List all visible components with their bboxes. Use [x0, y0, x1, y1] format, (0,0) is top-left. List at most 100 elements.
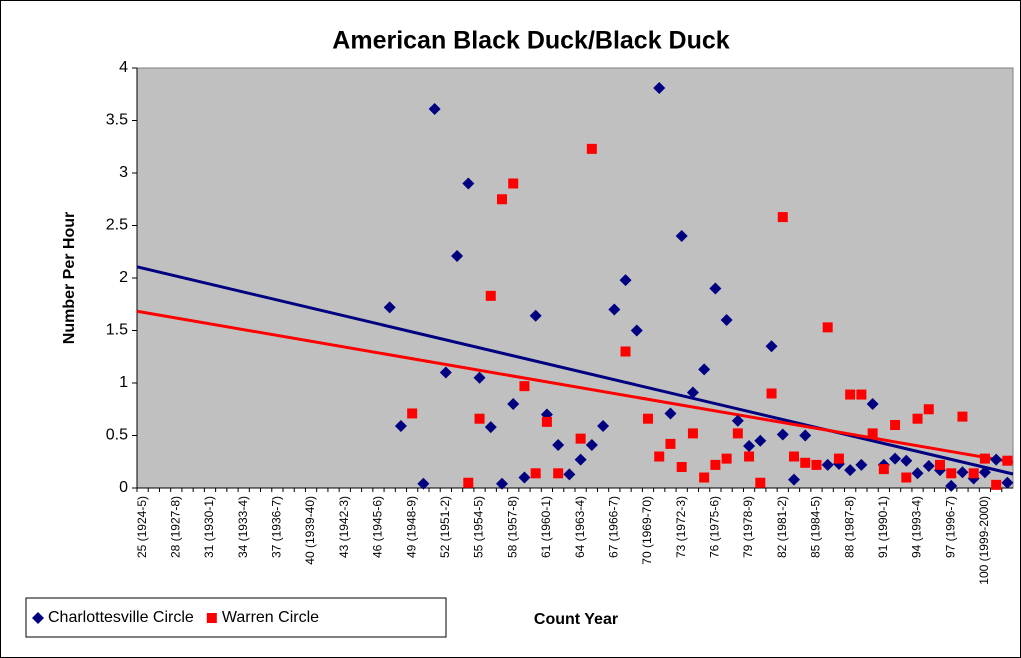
data-point	[530, 468, 541, 479]
x-tick-label: 82 (1981-2)	[775, 496, 789, 558]
data-point	[755, 477, 766, 488]
data-point	[586, 143, 597, 154]
data-point	[620, 346, 631, 357]
data-point	[777, 212, 788, 223]
data-point	[922, 459, 935, 472]
data-point	[844, 464, 857, 477]
data-point	[428, 102, 441, 115]
data-point	[439, 366, 452, 379]
data-point	[732, 428, 743, 439]
data-point	[462, 177, 475, 190]
x-tick-label: 40 (1939-40)	[303, 496, 317, 565]
x-tick-label: 88 (1987-8)	[842, 496, 856, 558]
data-point	[945, 479, 958, 492]
data-point	[845, 389, 856, 400]
x-tick-label: 64 (1963-4)	[573, 496, 587, 558]
x-tick-label: 46 (1945-6)	[371, 496, 385, 558]
data-point	[485, 290, 496, 301]
x-tick-label: 76 (1975-6)	[708, 496, 722, 558]
data-point	[821, 458, 834, 471]
data-point	[788, 473, 800, 486]
data-point	[507, 398, 520, 410]
legend-label: Charlottesville Circle	[48, 609, 194, 626]
data-point	[664, 407, 677, 420]
data-point	[519, 381, 530, 392]
data-point	[710, 459, 721, 470]
trendline	[136, 309, 1014, 464]
data-point	[686, 386, 699, 399]
data-point	[776, 428, 789, 441]
data-point	[978, 466, 991, 479]
data-point	[484, 421, 497, 434]
data-point	[451, 249, 464, 262]
data-point	[900, 454, 913, 467]
data-point	[541, 416, 552, 427]
data-point	[552, 438, 565, 451]
data-point	[474, 413, 485, 424]
y-tick-label: 0.5	[106, 427, 128, 444]
y-tick-label: 1	[119, 374, 128, 391]
data-point	[912, 413, 923, 424]
x-tick-label: 85 (1984-5)	[809, 496, 823, 558]
data-point	[407, 408, 418, 419]
data-point	[901, 472, 912, 483]
y-tick-label: 3.5	[106, 112, 128, 129]
data-point	[473, 371, 486, 384]
data-point	[417, 477, 430, 490]
x-tick-label: 49 (1948-9)	[404, 496, 418, 558]
data-point	[721, 453, 732, 464]
x-tick-label: 61 (1960-1)	[539, 496, 553, 558]
data-point	[866, 398, 879, 410]
x-tick-label: 31 (1930-1)	[202, 496, 216, 558]
data-point	[789, 451, 799, 462]
data-point	[383, 301, 396, 314]
data-point	[765, 340, 778, 353]
x-tick-label: 97 (1996-7)	[943, 496, 957, 558]
data-point	[923, 404, 934, 415]
data-point	[563, 468, 576, 481]
trendline	[136, 265, 1014, 476]
data-point	[946, 468, 957, 479]
x-tick-label: 43 (1942-3)	[337, 496, 351, 558]
y-tick-label: 2	[119, 269, 128, 286]
data-point	[957, 411, 968, 422]
chart-title: American Black Duck/Black Duck	[332, 27, 730, 55]
y-tick-label: 1.5	[106, 322, 128, 339]
legend	[25, 597, 447, 638]
data-point	[698, 363, 711, 376]
data-point	[575, 433, 586, 444]
y-tick-label: 0	[119, 479, 128, 496]
data-point	[654, 451, 665, 462]
data-point	[643, 413, 653, 424]
data-point	[608, 303, 621, 316]
x-tick-label: 34 (1933-4)	[236, 496, 250, 558]
data-point	[1002, 455, 1013, 466]
data-point	[956, 466, 969, 479]
data-point	[720, 314, 733, 326]
data-point	[665, 438, 676, 449]
data-point	[856, 389, 867, 400]
data-point	[744, 451, 755, 462]
y-tick-label: 3	[119, 164, 128, 181]
data-point	[979, 453, 990, 464]
data-point	[766, 388, 777, 399]
data-point	[990, 453, 1003, 466]
data-point	[394, 420, 407, 433]
x-tick-label: 52 (1951-2)	[438, 496, 452, 558]
x-tick-label: 73 (1972-3)	[674, 496, 688, 558]
data-point	[574, 453, 587, 466]
x-tick-label: 70 (1969-70)	[640, 496, 654, 565]
plot-area	[136, 67, 1014, 489]
legend-label: Warren Circle	[222, 609, 319, 626]
y-axis-label: Number Per Hour	[61, 212, 78, 344]
data-point	[968, 468, 979, 479]
x-tick-label: 58 (1957-8)	[505, 496, 519, 558]
x-tick-label: 100 (1999-2000)	[977, 496, 991, 585]
data-point	[799, 429, 812, 442]
data-point	[811, 459, 822, 470]
x-tick-label: 94 (1993-4)	[910, 496, 924, 558]
data-point	[463, 477, 474, 488]
data-point	[991, 479, 1002, 490]
x-tick-label: 91 (1990-1)	[876, 496, 890, 558]
